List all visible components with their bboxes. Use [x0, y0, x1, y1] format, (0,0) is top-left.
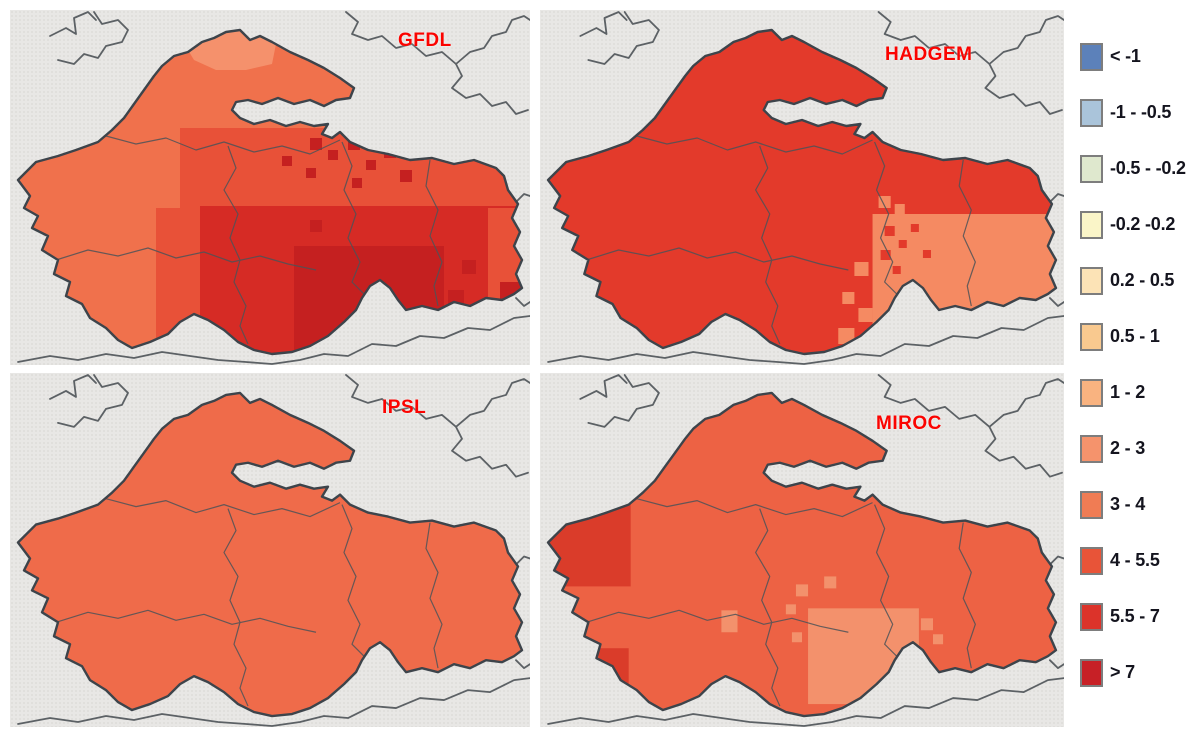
legend-label: 0.5 - 1 — [1110, 326, 1160, 346]
legend-item: < -1 — [1080, 42, 1186, 71]
grid-speckles-red — [880, 224, 931, 274]
legend-item: 5.5 - 7 — [1080, 602, 1186, 631]
legend-item: 1 - 2 — [1080, 378, 1186, 407]
legend-swatch — [1080, 434, 1103, 463]
legend-label: 3 - 4 — [1110, 494, 1146, 514]
legend-swatch — [1080, 266, 1103, 295]
legend-label: > 7 — [1110, 662, 1135, 682]
legend-label: -1 - -0.5 — [1110, 102, 1172, 122]
legend-item: > 7 — [1080, 658, 1186, 687]
legend-swatch — [1080, 42, 1103, 71]
legend-swatch — [1080, 490, 1103, 519]
legend-label: -0.2 -0.2 — [1110, 214, 1176, 234]
panel-label-miroc: MIROC — [876, 413, 942, 434]
map-gfdl — [16, 11, 530, 365]
map-panel-ipsl: IPSL — [10, 373, 530, 727]
legend-item: 0.5 - 1 — [1080, 322, 1186, 351]
legend: < -1 -1 - -0.5 -0.5 - -0.2 -0.2 -0.2 0.2… — [1080, 42, 1186, 687]
panel-label-hadgem: HADGEM — [885, 44, 973, 65]
legend-label: < -1 — [1110, 46, 1141, 66]
panel-label-gfdl: GFDL — [398, 30, 452, 51]
map-panel-gfdl: GFDL — [10, 10, 530, 365]
panel-label-ipsl: IPSL — [382, 397, 427, 418]
grid-speckles-light — [838, 196, 905, 344]
map-panel-miroc: MIROC — [540, 373, 1064, 727]
legend-item: -1 - -0.5 — [1080, 98, 1186, 127]
legend-swatch — [1080, 602, 1103, 631]
legend-item: 2 - 3 — [1080, 434, 1186, 463]
legend-swatch — [1080, 154, 1103, 183]
legend-item: 0.2 - 0.5 — [1080, 266, 1186, 295]
map-ipsl — [16, 374, 530, 727]
legend-label: 1 - 2 — [1110, 382, 1146, 402]
map-panel-hadgem: HADGEM — [540, 10, 1064, 365]
legend-item: -0.2 -0.2 — [1080, 210, 1186, 239]
legend-swatch — [1080, 210, 1103, 239]
legend-swatch — [1080, 658, 1103, 687]
legend-item: -0.5 - -0.2 — [1080, 154, 1186, 183]
grid-speckles-light — [721, 576, 944, 685]
map-miroc — [546, 374, 1064, 727]
legend-item: 4 - 5.5 — [1080, 546, 1186, 575]
legend-swatch — [1080, 546, 1103, 575]
legend-swatch — [1080, 322, 1103, 351]
map-hadgem — [546, 11, 1064, 365]
legend-label: 0.2 - 0.5 — [1110, 270, 1175, 290]
legend-item: 3 - 4 — [1080, 490, 1186, 519]
legend-label: 4 - 5.5 — [1110, 550, 1160, 570]
legend-label: 2 - 3 — [1110, 438, 1146, 458]
legend-swatch — [1080, 378, 1103, 407]
legend-label: -0.5 - -0.2 — [1110, 158, 1186, 178]
legend-label: 5.5 - 7 — [1110, 606, 1160, 626]
legend-swatch — [1080, 98, 1103, 127]
